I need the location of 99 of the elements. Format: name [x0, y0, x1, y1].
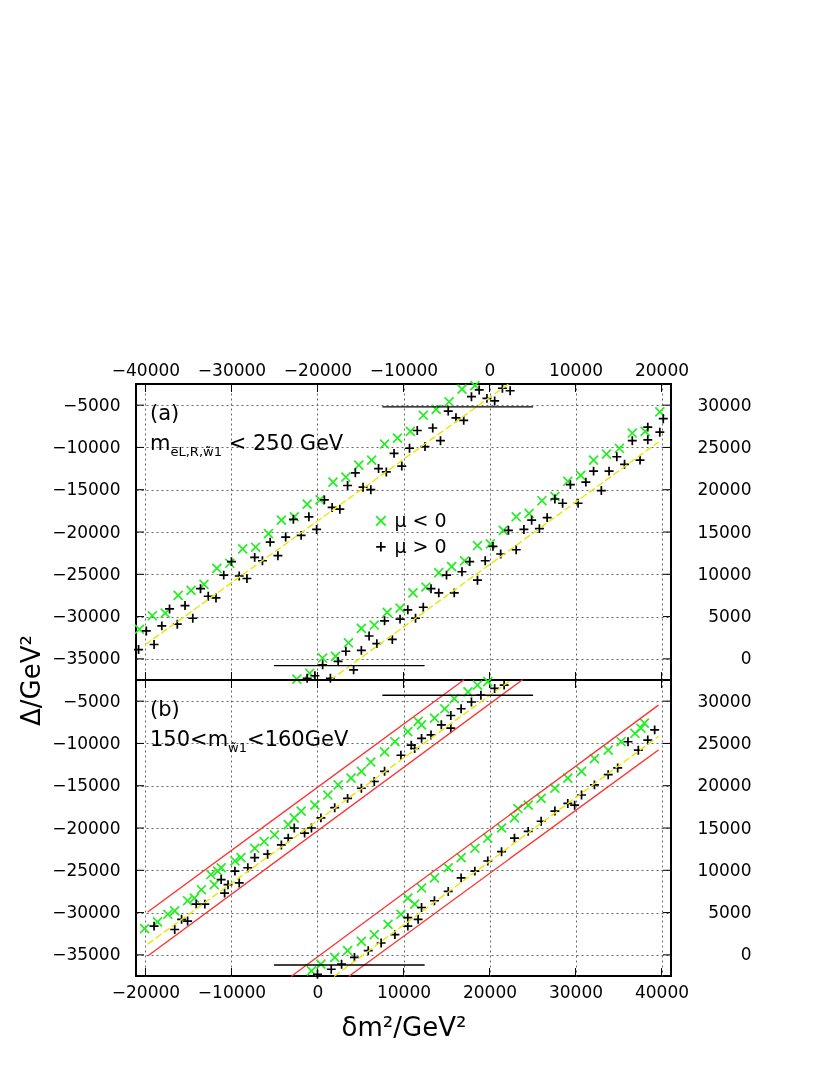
point: [263, 528, 274, 540]
x-tick-label: 10000: [376, 981, 432, 1002]
y2-tick-label: 0: [740, 648, 752, 669]
y-tick-label: −5000: [62, 690, 121, 711]
y2-tick-label: 5000: [708, 902, 752, 923]
point: [575, 470, 587, 481]
point: [626, 427, 638, 439]
point: [340, 471, 352, 483]
point: [250, 541, 261, 553]
y-tick-label: −20000: [52, 817, 121, 838]
point: [456, 383, 468, 395]
point: [392, 432, 403, 444]
point: [443, 396, 455, 408]
legend-label: μ > 0: [394, 534, 447, 557]
point: [459, 555, 470, 567]
y2-tick-label: 15000: [697, 521, 752, 542]
x-tick-label: 20000: [634, 359, 690, 380]
x-tick-label: −40000: [111, 359, 181, 380]
x-tick-label: 0: [484, 359, 496, 380]
x-tick-label: 20000: [462, 981, 518, 1002]
point: [394, 602, 406, 614]
y2-tick-label: 10000: [697, 859, 752, 880]
y-tick-label: −35000: [52, 648, 121, 669]
x-tick-label: −10000: [197, 981, 267, 1002]
y2-tick-label: 30000: [697, 690, 752, 711]
point: [276, 514, 287, 526]
annotation: (b): [150, 697, 180, 721]
y-tick-label: −15000: [52, 479, 121, 500]
y-tick-label: −30000: [52, 606, 121, 627]
legend-label: μ < 0: [394, 508, 447, 531]
y-tick-label: −25000: [52, 563, 121, 584]
point: [417, 409, 429, 421]
point: [330, 651, 341, 662]
y2-tick-label: 5000: [708, 606, 752, 627]
y2-tick-label: 25000: [697, 732, 752, 753]
point: [430, 404, 442, 415]
point: [327, 476, 339, 488]
point: [381, 607, 393, 618]
point: [356, 623, 367, 634]
point: [497, 524, 509, 536]
point: [343, 637, 354, 649]
point: [172, 590, 184, 601]
point: [469, 380, 481, 392]
x-tick-label: 40000: [634, 981, 690, 1002]
point: [420, 581, 432, 593]
point: [353, 459, 365, 471]
point: [472, 540, 483, 551]
point: [134, 623, 145, 635]
x-tick-label: −20000: [283, 359, 353, 380]
point: [147, 610, 158, 622]
y2-tick-label: 30000: [697, 394, 752, 415]
point: [317, 652, 328, 664]
y2-tick-label: 15000: [697, 817, 752, 838]
y-axis-title: Δ/GeV²: [16, 635, 47, 726]
point: [639, 426, 651, 437]
point: [614, 442, 625, 454]
x-tick-label: −20000: [111, 981, 181, 1002]
x-axis-title: δm²/GeV²: [341, 1011, 467, 1042]
y2-tick-label: 20000: [697, 775, 752, 796]
point: [314, 494, 326, 506]
y-tick-label: −30000: [52, 902, 121, 923]
point: [523, 508, 535, 519]
y-tick-label: −15000: [52, 775, 121, 796]
y-tick-label: −5000: [62, 394, 121, 415]
x-tick-label: 0: [312, 981, 324, 1002]
y2-tick-label: 25000: [697, 436, 752, 457]
point: [562, 475, 574, 487]
x-tick-label: −30000: [197, 359, 267, 380]
y2-tick-label: 20000: [697, 479, 752, 500]
point: [379, 438, 390, 450]
x-tick-label: −10000: [369, 359, 439, 380]
point: [407, 587, 419, 599]
y2-tick-label: 0: [740, 944, 752, 965]
point: [536, 495, 548, 507]
point: [198, 579, 210, 590]
point: [446, 561, 457, 572]
y-tick-label: −25000: [52, 859, 121, 880]
point: [185, 585, 197, 596]
point: [237, 543, 248, 555]
point: [510, 511, 522, 523]
point: [159, 607, 171, 619]
point: [211, 563, 223, 574]
point: [301, 498, 313, 510]
point: [601, 448, 612, 460]
point: [366, 454, 377, 466]
point: [433, 567, 445, 578]
y-tick-label: −20000: [52, 521, 121, 542]
point: [368, 619, 380, 631]
y-tick-label: −10000: [52, 732, 121, 753]
x-tick-label: 30000: [548, 981, 604, 1002]
x-tick-label: 10000: [548, 359, 604, 380]
point: [588, 454, 599, 466]
point: [405, 426, 416, 437]
point: [291, 673, 303, 685]
y-tick-label: −10000: [52, 436, 121, 457]
y-tick-label: −35000: [52, 944, 121, 965]
annotation: (a): [150, 401, 180, 425]
y2-tick-label: 10000: [697, 563, 752, 584]
point: [654, 406, 666, 418]
